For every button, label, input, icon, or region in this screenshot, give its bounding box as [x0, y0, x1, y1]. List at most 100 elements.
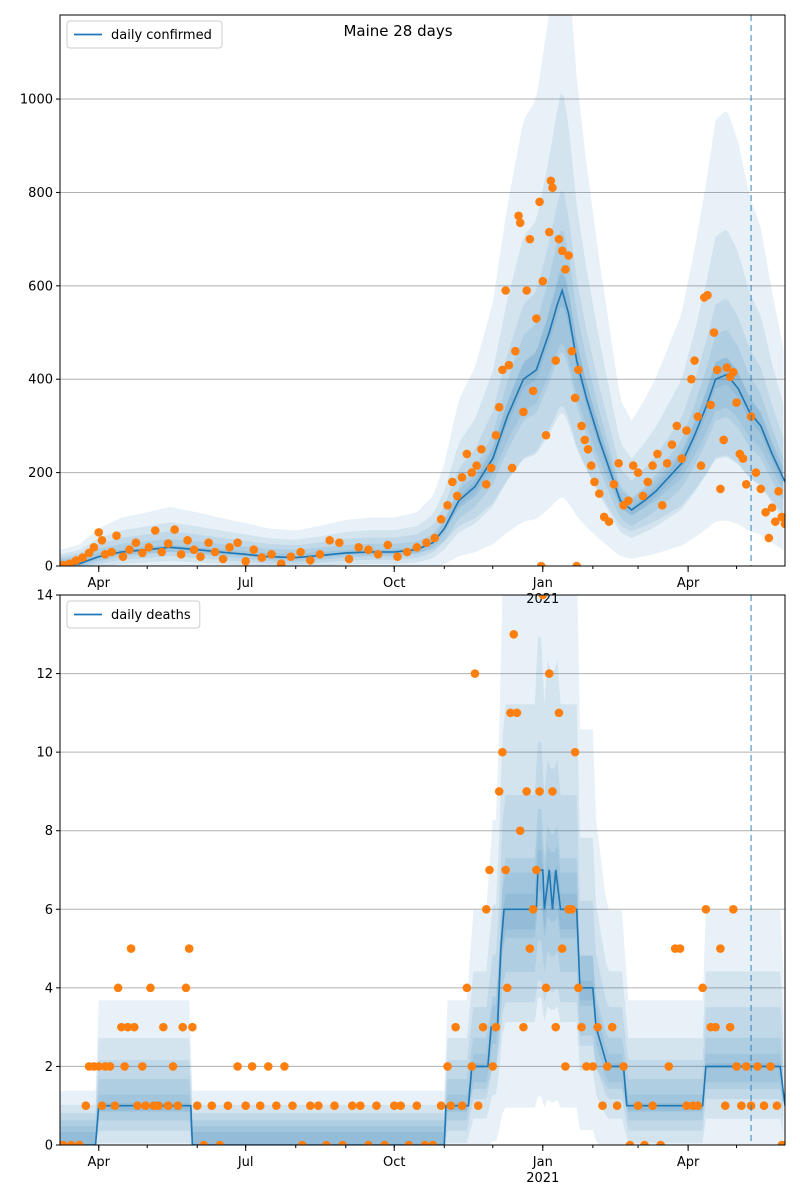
y-tick-label: 400 — [28, 373, 53, 388]
data-point — [75, 1140, 84, 1145]
data-point — [732, 398, 741, 407]
data-point — [286, 552, 296, 561]
data-point — [548, 787, 557, 796]
data-point — [554, 234, 564, 244]
data-point — [741, 1062, 751, 1071]
data-point — [764, 533, 774, 543]
data-point — [138, 1062, 147, 1071]
data-point — [412, 543, 422, 552]
data-point — [777, 512, 785, 522]
data-point — [241, 557, 250, 566]
data-point — [393, 552, 402, 561]
y-tick-label: 8 — [45, 824, 53, 839]
data-point — [192, 1101, 202, 1111]
data-point — [100, 550, 110, 559]
data-point — [163, 1101, 173, 1111]
data-point — [548, 183, 557, 193]
data-point — [567, 346, 577, 356]
x-tick-label: 2021 — [526, 1171, 559, 1186]
data-point — [325, 536, 334, 545]
data-point — [233, 538, 242, 547]
data-point — [288, 1101, 297, 1111]
data-point — [729, 904, 738, 914]
data-point — [364, 1140, 373, 1145]
data-point — [173, 1101, 183, 1111]
data-point — [296, 547, 305, 557]
data-point — [189, 545, 199, 554]
data-point — [446, 1101, 456, 1111]
data-point — [436, 1101, 446, 1111]
legend-label: daily confirmed — [111, 28, 212, 43]
data-point — [154, 1101, 163, 1111]
data-point — [141, 1101, 150, 1111]
y-tick-label: 0 — [45, 560, 53, 575]
data-point — [535, 787, 544, 796]
data-point — [603, 1062, 612, 1071]
data-point — [557, 944, 567, 953]
data-point — [774, 486, 783, 496]
data-point — [60, 1140, 68, 1145]
data-point — [170, 525, 179, 534]
data-point — [522, 787, 531, 796]
y-tick-label: 10 — [36, 746, 53, 761]
data-point — [428, 1140, 438, 1145]
data-point — [525, 944, 535, 953]
x-tick-label: Jan — [532, 1155, 553, 1170]
data-point — [501, 286, 510, 295]
data-point — [184, 944, 194, 953]
data-point — [682, 1101, 691, 1111]
data-point — [354, 543, 364, 552]
data-point — [780, 519, 785, 529]
y-tick-label: 2 — [45, 1060, 53, 1075]
y-tick-label: 0 — [45, 1139, 53, 1154]
data-point — [577, 1022, 586, 1032]
data-point — [625, 1140, 635, 1145]
data-point — [709, 328, 719, 337]
data-point — [422, 538, 431, 547]
data-point — [583, 444, 593, 454]
data-point — [176, 550, 186, 559]
x-tick-label: Apr — [677, 1155, 700, 1170]
data-point — [267, 550, 276, 559]
data-point — [389, 1101, 399, 1111]
data-point — [664, 1062, 674, 1071]
data-point — [364, 545, 373, 554]
data-point — [470, 669, 480, 678]
data-point — [467, 468, 477, 477]
data-point — [146, 983, 155, 993]
data-point — [297, 1140, 307, 1145]
data-point — [640, 1140, 649, 1145]
data-point — [662, 458, 672, 468]
data-point — [183, 536, 192, 545]
axes-frame — [59, 594, 786, 1146]
data-point — [347, 1101, 357, 1111]
data-point — [564, 251, 573, 260]
data-point — [648, 1101, 657, 1111]
data-point — [305, 556, 315, 565]
data-point — [732, 1062, 741, 1071]
data-point — [138, 548, 147, 558]
data-point — [771, 517, 780, 526]
data-point — [218, 554, 228, 564]
y-tick-label: 14 — [36, 589, 53, 604]
data-point — [472, 461, 481, 470]
data-point — [614, 458, 623, 468]
plot-area — [60, 15, 785, 566]
uncertainty-band — [60, 741, 784, 1145]
x-tick-label: Apr — [88, 576, 111, 591]
data-point — [133, 1101, 142, 1111]
uncertainty-band — [60, 809, 784, 1145]
data-point — [511, 346, 520, 356]
data-point — [706, 400, 716, 410]
data-point — [590, 477, 599, 487]
data-point — [690, 356, 699, 365]
data-point — [506, 708, 515, 718]
data-point — [657, 500, 667, 510]
data-point — [457, 472, 467, 482]
data-point — [648, 461, 657, 470]
data-point — [199, 1140, 209, 1145]
data-point — [84, 548, 94, 558]
data-point — [335, 538, 344, 547]
